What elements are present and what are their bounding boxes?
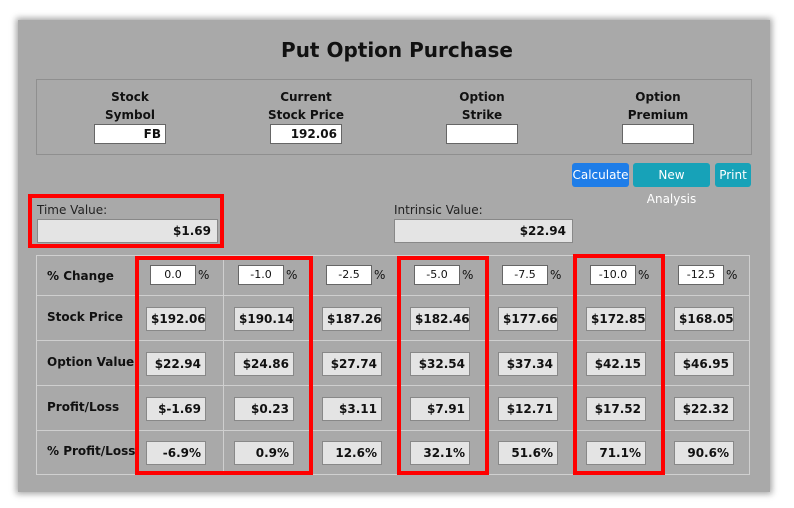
highlight-columns-0-1 <box>135 256 313 475</box>
option-value-cell-col1: $24.86 <box>234 352 294 376</box>
stock-price-cell-col4: $177.66 <box>498 307 558 331</box>
profit-loss-cell-col4: $12.71 <box>498 397 558 421</box>
col-divider <box>223 256 224 474</box>
option-value-cell-col3: $32.54 <box>410 352 470 376</box>
profit-loss-cell-col1: $0.23 <box>234 397 294 421</box>
row-label-option-value: Option Value <box>47 355 135 369</box>
option-strike-input[interactable] <box>446 124 518 144</box>
pct-change-input-col3[interactable]: -5.0 <box>414 265 460 285</box>
option-premium-input[interactable] <box>622 124 694 144</box>
row-label-pct-change: % Change <box>47 269 114 283</box>
highlight-column-3 <box>397 256 489 475</box>
stock-price-cell-col6: $168.05 <box>674 307 734 331</box>
stock-price-cell-col1: $190.14 <box>234 307 294 331</box>
row-label-stock-price: Stock Price <box>47 310 123 324</box>
option-value-cell-col4: $37.34 <box>498 352 558 376</box>
pct-sign: % <box>286 268 298 282</box>
row-divider <box>37 295 749 296</box>
pct-change-input-col4[interactable]: -7.5 <box>502 265 548 285</box>
pct-sign: % <box>638 268 650 282</box>
calculate-button[interactable]: Calculate <box>572 163 629 187</box>
print-button[interactable]: Print <box>715 163 751 187</box>
stock-symbol-label: Stock Symbol <box>105 90 155 122</box>
option-strike-label: Option Strike <box>459 90 505 122</box>
pct-change-input-col2[interactable]: -2.5 <box>326 265 372 285</box>
intrinsic-value-field: $22.94 <box>394 219 573 243</box>
stock-symbol-input[interactable]: FB <box>94 124 166 144</box>
profit-loss-cell-col2: $3.11 <box>322 397 382 421</box>
pct-sign: % <box>374 268 386 282</box>
pct-sign: % <box>726 268 738 282</box>
time-value-field: $1.69 <box>37 219 218 243</box>
scenario-table <box>36 255 750 475</box>
option-value-cell-col2: $27.74 <box>322 352 382 376</box>
row-label-pct-profit-loss: % Profit/Loss <box>47 444 136 458</box>
stock-price-cell-col2: $187.26 <box>322 307 382 331</box>
pct-change-input-col0[interactable]: 0.0 <box>150 265 196 285</box>
option-premium-label: Option Premium <box>627 90 689 122</box>
option-value-cell-col0: $22.94 <box>146 352 206 376</box>
pct-change-input-col1[interactable]: -1.0 <box>238 265 284 285</box>
row-divider <box>37 430 749 431</box>
stock-price-cell-col0: $192.06 <box>146 307 206 331</box>
pct-profit-loss-cell-col0: -6.9% <box>146 441 206 465</box>
stock-price-cell-col3: $182.46 <box>410 307 470 331</box>
intrinsic-value-label: Intrinsic Value: <box>394 203 483 217</box>
stock-price-cell-col5: $172.85 <box>586 307 646 331</box>
pct-change-input-col6[interactable]: -12.5 <box>678 265 724 285</box>
pct-profit-loss-cell-col4: 51.6% <box>498 441 558 465</box>
new-analysis-button[interactable]: New Analysis <box>633 163 710 206</box>
time-value-label: Time Value: <box>37 203 108 217</box>
pct-profit-loss-cell-col1: 0.9% <box>234 441 294 465</box>
pct-sign: % <box>462 268 474 282</box>
option-value-cell-col5: $42.15 <box>586 352 646 376</box>
profit-loss-cell-col6: $22.32 <box>674 397 734 421</box>
pct-change-input-col5[interactable]: -10.0 <box>590 265 636 285</box>
page-title: Put Option Purchase <box>281 38 513 62</box>
pct-sign: % <box>198 268 210 282</box>
row-divider <box>37 385 749 386</box>
current-stock-price-label: Current Stock Price <box>268 90 344 122</box>
profit-loss-cell-col0: $-1.69 <box>146 397 206 421</box>
option-value-cell-col6: $46.95 <box>674 352 734 376</box>
profit-loss-cell-col5: $17.52 <box>586 397 646 421</box>
profit-loss-cell-col3: $7.91 <box>410 397 470 421</box>
row-label-profit-loss: Profit/Loss <box>47 400 120 414</box>
pct-sign: % <box>550 268 562 282</box>
pct-profit-loss-cell-col3: 32.1% <box>410 441 470 465</box>
pct-profit-loss-cell-col6: 90.6% <box>674 441 734 465</box>
highlight-column-5 <box>573 254 665 475</box>
pct-profit-loss-cell-col2: 12.6% <box>322 441 382 465</box>
row-divider <box>37 340 749 341</box>
highlight-time-value <box>28 194 224 248</box>
pct-profit-loss-cell-col5: 71.1% <box>586 441 646 465</box>
current-stock-price-input[interactable]: 192.06 <box>270 124 342 144</box>
